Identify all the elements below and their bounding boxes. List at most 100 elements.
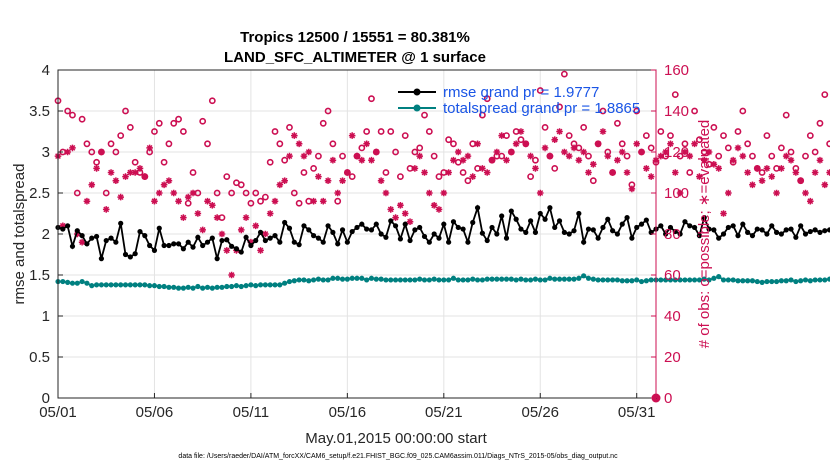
possible-obs-marker: [112, 148, 120, 156]
rmse-point: [687, 223, 693, 229]
evaluated-obs-marker: [397, 202, 404, 209]
evaluated-obs-marker: [276, 181, 284, 189]
evaluated-obs-marker: [503, 156, 510, 164]
evaluated-obs-marker: [155, 189, 163, 197]
possible-obs-marker: [556, 103, 563, 111]
rmse-point: [74, 228, 80, 234]
totalspread-point: [658, 277, 664, 283]
rmse-point: [421, 233, 428, 240]
totalspread-point: [310, 277, 317, 283]
totalspread-point: [335, 275, 341, 281]
rmse-point: [79, 233, 85, 239]
evaluated-obs-marker: [546, 152, 554, 160]
rmse-point: [696, 233, 703, 239]
rmse-point: [335, 241, 341, 247]
totalspread-point: [74, 280, 80, 286]
rmse-point: [151, 247, 158, 253]
possible-obs-marker: [806, 132, 814, 139]
totalspread-point: [465, 277, 471, 283]
totalspread-point: [783, 278, 789, 284]
rmse-point: [706, 226, 712, 232]
evaluated-obs-marker: [493, 148, 501, 156]
rmse-point: [711, 227, 717, 233]
totalspread-point: [320, 277, 326, 283]
possible-obs-marker: [445, 136, 453, 144]
totalspread-point: [764, 278, 770, 285]
rmse-point: [412, 227, 418, 233]
x-tick-label: 05/01: [39, 404, 77, 421]
rmse-point: [716, 235, 722, 241]
rmse-point: [103, 237, 109, 244]
rmse-point: [364, 226, 370, 232]
evaluated-obs-marker: [609, 169, 616, 176]
totalspread-point: [720, 277, 727, 283]
evaluated-obs-marker: [676, 189, 684, 197]
rmse-point: [822, 228, 828, 234]
evaluated-obs-marker: [98, 148, 105, 156]
possible-obs-marker: [363, 128, 371, 135]
totalspread-point: [484, 276, 490, 282]
evaluated-obs-marker: [257, 247, 264, 254]
rmse-point: [725, 224, 731, 231]
rmse-point: [402, 221, 408, 227]
evaluated-obs-marker: [696, 173, 703, 180]
totalspread-point: [257, 282, 264, 288]
possible-obs-marker: [122, 107, 129, 115]
possible-obs-marker: [189, 169, 197, 176]
totalspread-point: [233, 283, 240, 289]
totalspread-point: [542, 277, 548, 283]
rmse-point: [556, 218, 563, 224]
totalspread-point: [190, 285, 196, 291]
possible-obs-marker: [170, 119, 178, 127]
possible-obs-marker: [565, 132, 573, 139]
evaluated-obs-marker: [614, 156, 621, 164]
possible-obs-marker: [281, 156, 289, 164]
possible-obs-marker: [551, 164, 559, 172]
rmse-point: [508, 208, 514, 214]
totalspread-point: [383, 277, 389, 283]
evaluated-obs-marker: [474, 140, 481, 148]
possible-obs-marker: [802, 152, 809, 160]
rmse-point: [233, 246, 240, 252]
possible-obs-marker: [517, 136, 525, 144]
evaluated-obs-marker: [136, 165, 144, 172]
totalspread-point: [441, 277, 447, 283]
evaluated-obs-marker: [117, 193, 124, 201]
possible-obs-marker: [411, 148, 419, 156]
totalspread-point: [585, 275, 592, 281]
possible-obs-marker: [73, 189, 81, 197]
rmse-point: [547, 205, 553, 211]
evaluated-obs-marker: [575, 156, 583, 164]
evaluated-obs-marker: [778, 165, 785, 172]
rmse-point: [518, 226, 524, 232]
rmse-point: [368, 227, 375, 233]
totalspread-point: [282, 280, 288, 286]
possible-obs-marker: [286, 124, 293, 131]
rmse-point: [272, 233, 278, 239]
possible-obs-marker: [329, 140, 337, 148]
possible-obs-marker: [348, 173, 356, 180]
evaluated-obs-marker: [700, 156, 708, 164]
possible-obs-marker: [237, 181, 245, 189]
totalspread-point: [243, 283, 249, 289]
evaluated-obs-marker: [421, 169, 428, 176]
possible-obs-marker: [777, 144, 785, 152]
possible-obs-marker: [816, 119, 824, 127]
rmse-point: [638, 221, 645, 227]
totalspread-point: [166, 284, 172, 290]
possible-obs-marker: [560, 70, 568, 78]
evaluated-obs-marker: [209, 202, 216, 209]
rmse-point: [407, 237, 413, 244]
totalspread-point: [696, 277, 703, 283]
evaluated-obs-marker: [633, 140, 641, 148]
possible-obs-marker: [213, 189, 221, 197]
possible-obs-marker: [83, 140, 91, 148]
rmse-point: [296, 242, 302, 248]
totalspread-point: [209, 285, 215, 291]
evaluated-obs-marker: [807, 197, 814, 205]
evaluated-obs-marker: [281, 177, 288, 184]
evaluated-obs-marker: [580, 148, 587, 156]
possible-obs-marker: [223, 173, 231, 180]
rmse-point: [132, 251, 138, 257]
